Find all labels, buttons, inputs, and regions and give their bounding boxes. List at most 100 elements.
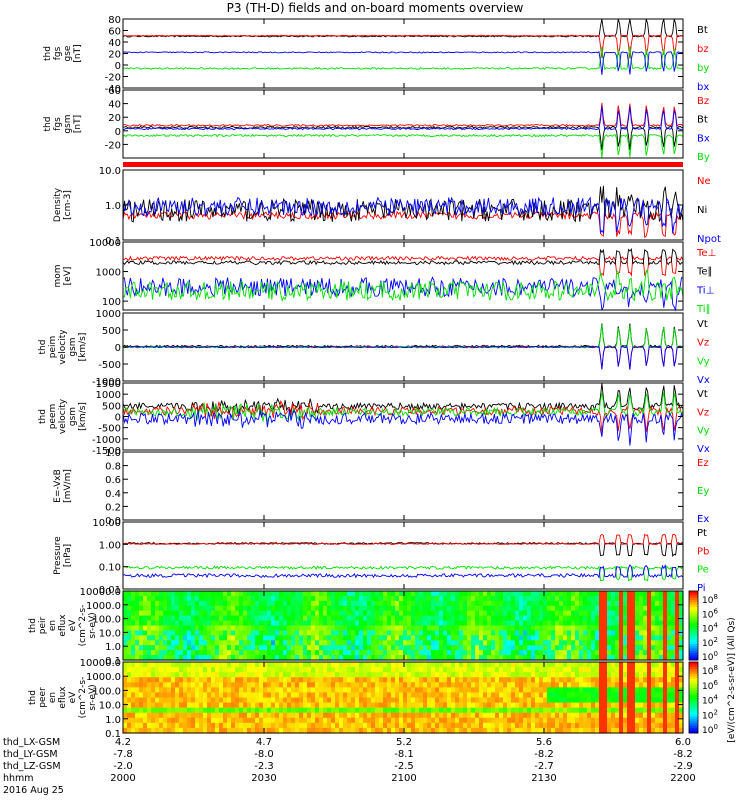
heatmap-cell [131,591,136,597]
heatmap-cell [675,630,680,636]
heatmap-cell [543,662,548,668]
heatmap-cell [623,707,628,714]
heatmap-cell [439,650,444,656]
heatmap-cell [327,645,332,651]
heatmap-cell [231,600,236,607]
heatmap-cell [151,682,156,688]
heatmap-cell [555,655,560,661]
heatmap-cell [391,645,396,651]
heatmap-cell [303,645,308,651]
heatmap-cell [531,620,536,627]
heatmap-cell [151,692,156,699]
heatmap-cell [263,727,268,734]
heatmap-cell [551,702,556,709]
heatmap-cell [603,707,608,714]
heatmap-cell [255,600,260,607]
heatmap-cell [471,722,476,729]
heatmap-cell [631,650,636,656]
heatmap-cell [563,605,568,612]
heatmap-cell [155,727,160,734]
heatmap-cell [235,645,240,651]
heatmap-cell [379,667,384,673]
heatmap-cell [451,615,456,622]
heatmap-cell [247,630,252,636]
heatmap-cell [179,635,184,641]
heatmap-cell [627,707,632,714]
heatmap-cell [355,697,360,704]
heatmap-cell [395,662,400,668]
heatmap-cell [511,702,516,709]
heatmap-cell [471,677,476,683]
heatmap-cell [651,667,656,673]
heatmap-cell [519,677,524,683]
heatmap-cell [143,645,148,651]
heatmap-cell [359,655,364,661]
heatmap-cell [439,717,444,724]
heatmap-cell [179,682,184,688]
heatmap-cell [587,662,592,668]
heatmap-cell [467,591,472,597]
heatmap-cell [175,662,180,668]
heatmap-cell [211,655,216,661]
heatmap-cell [519,635,524,641]
heatmap-cell [183,727,188,734]
x-axis-value: -8.2 [673,749,693,760]
heatmap-cell [427,640,432,646]
heatmap-cell [303,591,308,597]
y-axis-label: peem [48,404,58,430]
heatmap-cell [335,672,340,678]
heatmap-cell [491,620,496,627]
heatmap-cell [403,717,408,724]
heatmap-cell [519,591,524,597]
heatmap-cell [235,600,240,607]
heatmap-cell [583,697,588,704]
y-axis-label: eflux [58,686,68,709]
heatmap-cell [547,692,552,699]
legend-label-Ey: Ey [697,486,709,497]
heatmap-cell [171,591,176,597]
heatmap-cell [191,605,196,612]
legend-label-Bz: Bz [697,96,709,107]
heatmap-cell [479,662,484,668]
heatmap-cell [171,667,176,673]
heatmap-cell [675,600,680,607]
heatmap-cell [527,707,532,714]
heatmap-cell [231,672,236,678]
heatmap-cell [291,722,296,729]
heatmap-cell [647,697,652,704]
heatmap-cell [283,677,288,683]
heatmap-cell [219,595,224,602]
heatmap-cell [363,702,368,709]
heatmap-cell [191,662,196,668]
heatmap-cell [479,600,484,607]
heatmap-cell [407,712,412,719]
heatmap-cell [391,712,396,719]
y-axis-label: (cm^2-s- [78,677,88,719]
heatmap-cell [443,687,448,694]
heatmap-cell [563,712,568,719]
heatmap-cell [315,650,320,656]
heatmap-cell [459,591,464,597]
heatmap-cell [347,702,352,709]
heatmap-cell [423,595,428,602]
heatmap-cell [203,692,208,699]
heatmap-cell [387,667,392,673]
heatmap-cell [223,682,228,688]
heatmap-cell [639,625,644,632]
heatmap-cell [679,620,684,627]
heatmap-cell [215,640,220,646]
heatmap-cell [263,650,268,656]
heatmap-cell [167,677,172,683]
heatmap-cell [491,625,496,632]
heatmap-cell [487,677,492,683]
heatmap-cell [371,697,376,704]
heatmap-cell [439,672,444,678]
heatmap-cell [391,727,396,734]
heatmap-cell [383,591,388,597]
heatmap-cell [243,682,248,688]
heatmap-cell [479,682,484,688]
heatmap-cell [619,600,624,607]
y-axis-label: E=-VxB [53,469,63,503]
heatmap-cell [439,640,444,646]
heatmap-cell [395,682,400,688]
